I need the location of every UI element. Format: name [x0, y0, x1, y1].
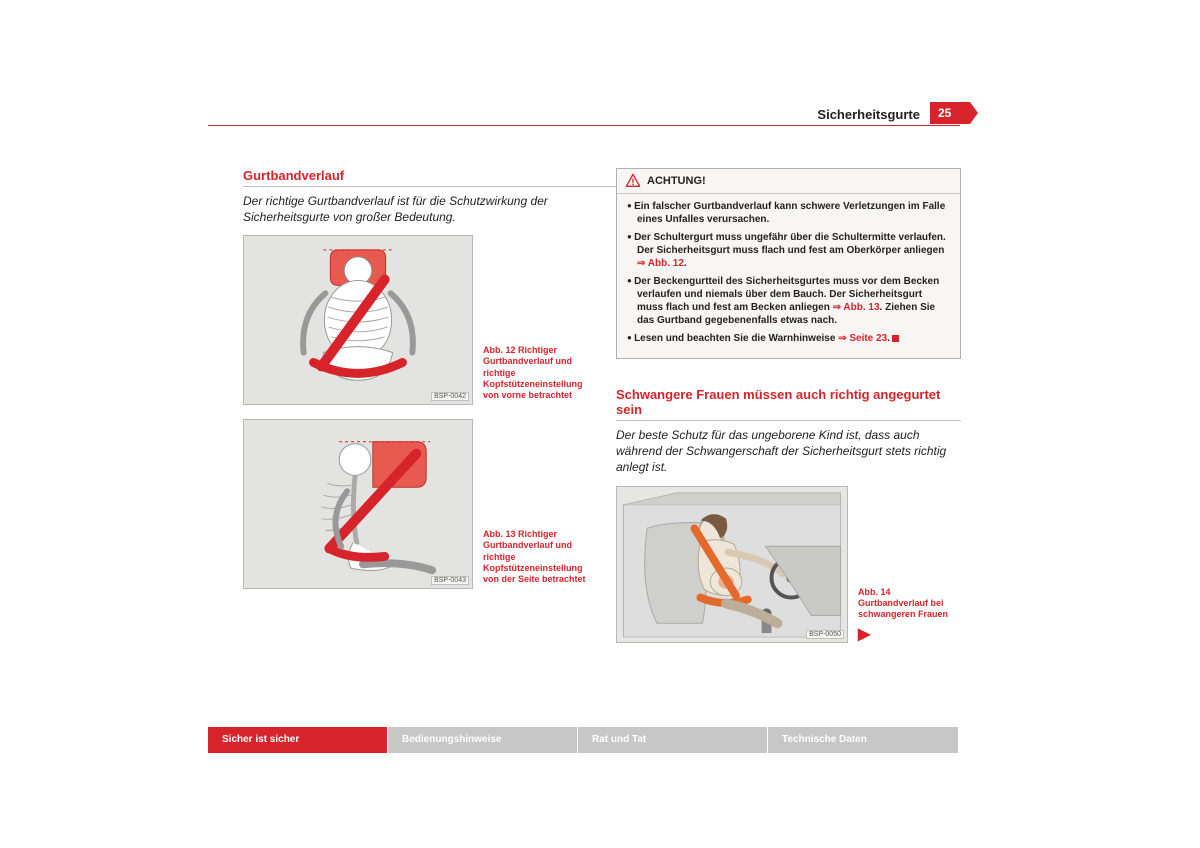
section-heading-pregnant: Schwangere Frauen müssen auch richtig an… [616, 387, 961, 421]
lead-paragraph-left: Der richtige Gurtbandverlauf ist für die… [243, 193, 623, 225]
tab-technische-daten[interactable]: Technische Daten [768, 727, 958, 753]
figure-12-row: BSP-0042 Abb. 12 Richtiger Gurtbandverla… [243, 235, 623, 405]
figure-12-caption: Abb. 12 Richtiger Gurtbandverlauf und ri… [483, 345, 595, 405]
end-square-icon [892, 335, 899, 342]
manual-page: Sicherheitsgurte 25 Gurtbandverlauf Der … [208, 0, 1194, 848]
warning-triangle-icon [625, 173, 641, 189]
warning-item: Lesen und beachten Sie die Warnhinweise … [627, 332, 950, 345]
figure-13-caption: Abb. 13 Richtiger Gurtbandverlauf und ri… [483, 529, 595, 589]
warning-item: Der Schultergurt muss ungefähr über die … [627, 231, 950, 270]
warning-box: ACHTUNG! Ein falscher Gurtbandverlauf ka… [616, 168, 961, 359]
belt-side-illustration [244, 420, 472, 588]
page-number-badge: 25 [930, 102, 970, 124]
tab-rat-und-tat[interactable]: Rat und Tat [578, 727, 768, 753]
tab-sicher-ist-sicher[interactable]: Sicher ist sicher [208, 727, 388, 753]
warning-item: Der Beckengurtteil des Sicherheitsgurtes… [627, 275, 950, 327]
section-heading-gurtbandverlauf: Gurtbandverlauf [243, 168, 623, 187]
belt-front-illustration [244, 236, 472, 404]
page-header: Sicherheitsgurte 25 [208, 125, 960, 126]
pregnant-belt-illustration [617, 487, 847, 642]
figure-12-id: BSP-0042 [431, 392, 469, 401]
figure-14-caption-block: Abb. 14 Gurtbandverlauf bei schwangeren … [858, 587, 958, 643]
figure-14-id: BSP-0050 [806, 630, 844, 639]
figure-14-image: BSP-0050 [616, 486, 848, 643]
right-column: ACHTUNG! Ein falscher Gurtbandverlauf ka… [616, 168, 961, 657]
figure-14-caption: Abb. 14 Gurtbandverlauf bei schwangeren … [858, 587, 958, 625]
figure-13-id: BSP-0043 [431, 576, 469, 585]
warning-title: ACHTUNG! [647, 175, 706, 187]
figure-13-image: BSP-0043 [243, 419, 473, 589]
left-column: Gurtbandverlauf Der richtige Gurtbandver… [243, 168, 623, 603]
warning-item: Ein falscher Gurtbandverlauf kann schwer… [627, 200, 950, 226]
warning-body: Ein falscher Gurtbandverlauf kann schwer… [617, 194, 960, 358]
lead-paragraph-right: Der beste Schutz für das ungeborene Kind… [616, 427, 961, 476]
figure-13-row: BSP-0043 Abb. 13 Richtiger Gurtbandverla… [243, 419, 623, 589]
header-section-title: Sicherheitsgurte [817, 107, 920, 122]
figure-12-image: BSP-0042 [243, 235, 473, 405]
tab-bedienungshinweise[interactable]: Bedienungshinweise [388, 727, 578, 753]
figure-14-row: BSP-0050 Abb. 14 Gurtbandverlauf bei sch… [616, 486, 961, 643]
footer-tabs: Sicher ist sicher Bedienungshinweise Rat… [208, 727, 994, 753]
right-section-pregnant: Schwangere Frauen müssen auch richtig an… [616, 387, 961, 643]
continue-arrow-icon: ▶ [858, 627, 958, 643]
warning-header: ACHTUNG! [617, 169, 960, 194]
